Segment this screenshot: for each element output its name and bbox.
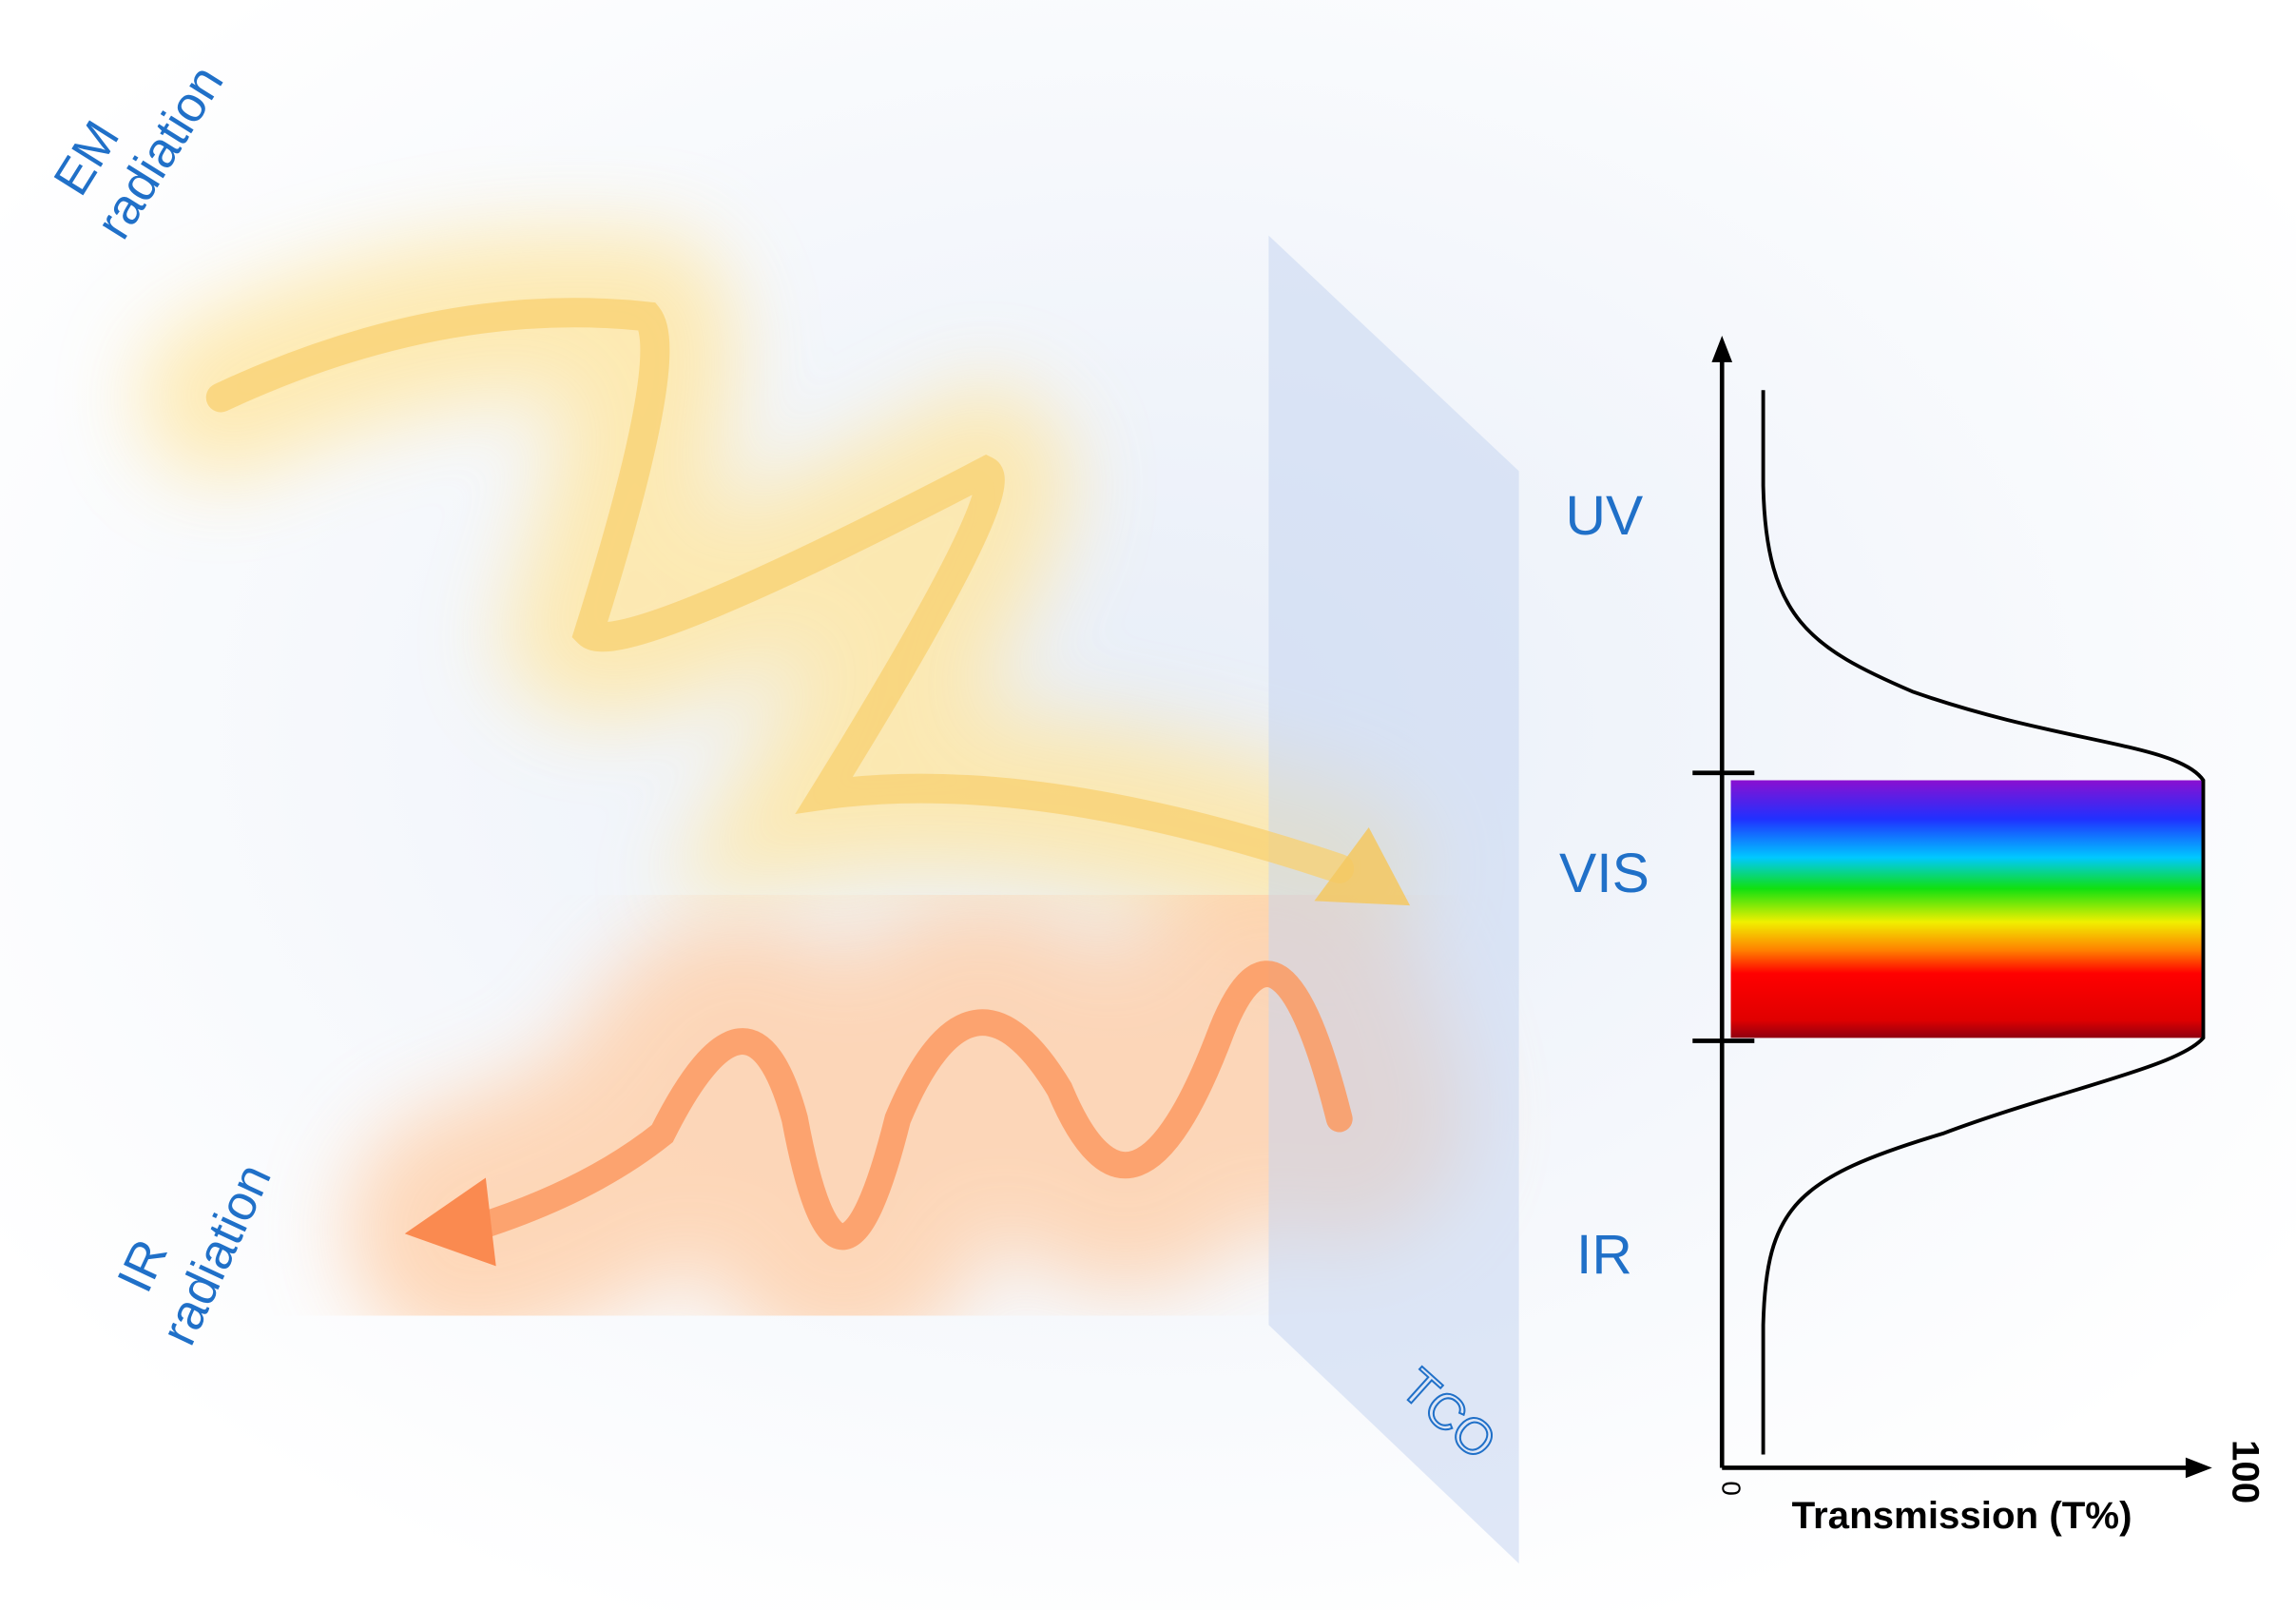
transmission-curve: [1761, 390, 2206, 1455]
y-arrowhead: [1711, 335, 1733, 362]
uv-label: UV: [1566, 485, 1644, 547]
vis-label: VIS: [1559, 843, 1650, 904]
axis-max-label: 100: [2224, 1440, 2267, 1503]
ir-arrowhead: [404, 1177, 496, 1267]
axis-min-label: 0: [1716, 1481, 1746, 1496]
em-wave: [205, 298, 1355, 883]
ir-label: IR: [1576, 1224, 1632, 1286]
axis-title: Transmission (T%): [1792, 1494, 2132, 1537]
visible-spectrum: [1730, 780, 2204, 1038]
em-arrowhead: [1314, 827, 1411, 906]
x-arrowhead: [2185, 1457, 2212, 1479]
ir-wave: [457, 960, 1353, 1250]
